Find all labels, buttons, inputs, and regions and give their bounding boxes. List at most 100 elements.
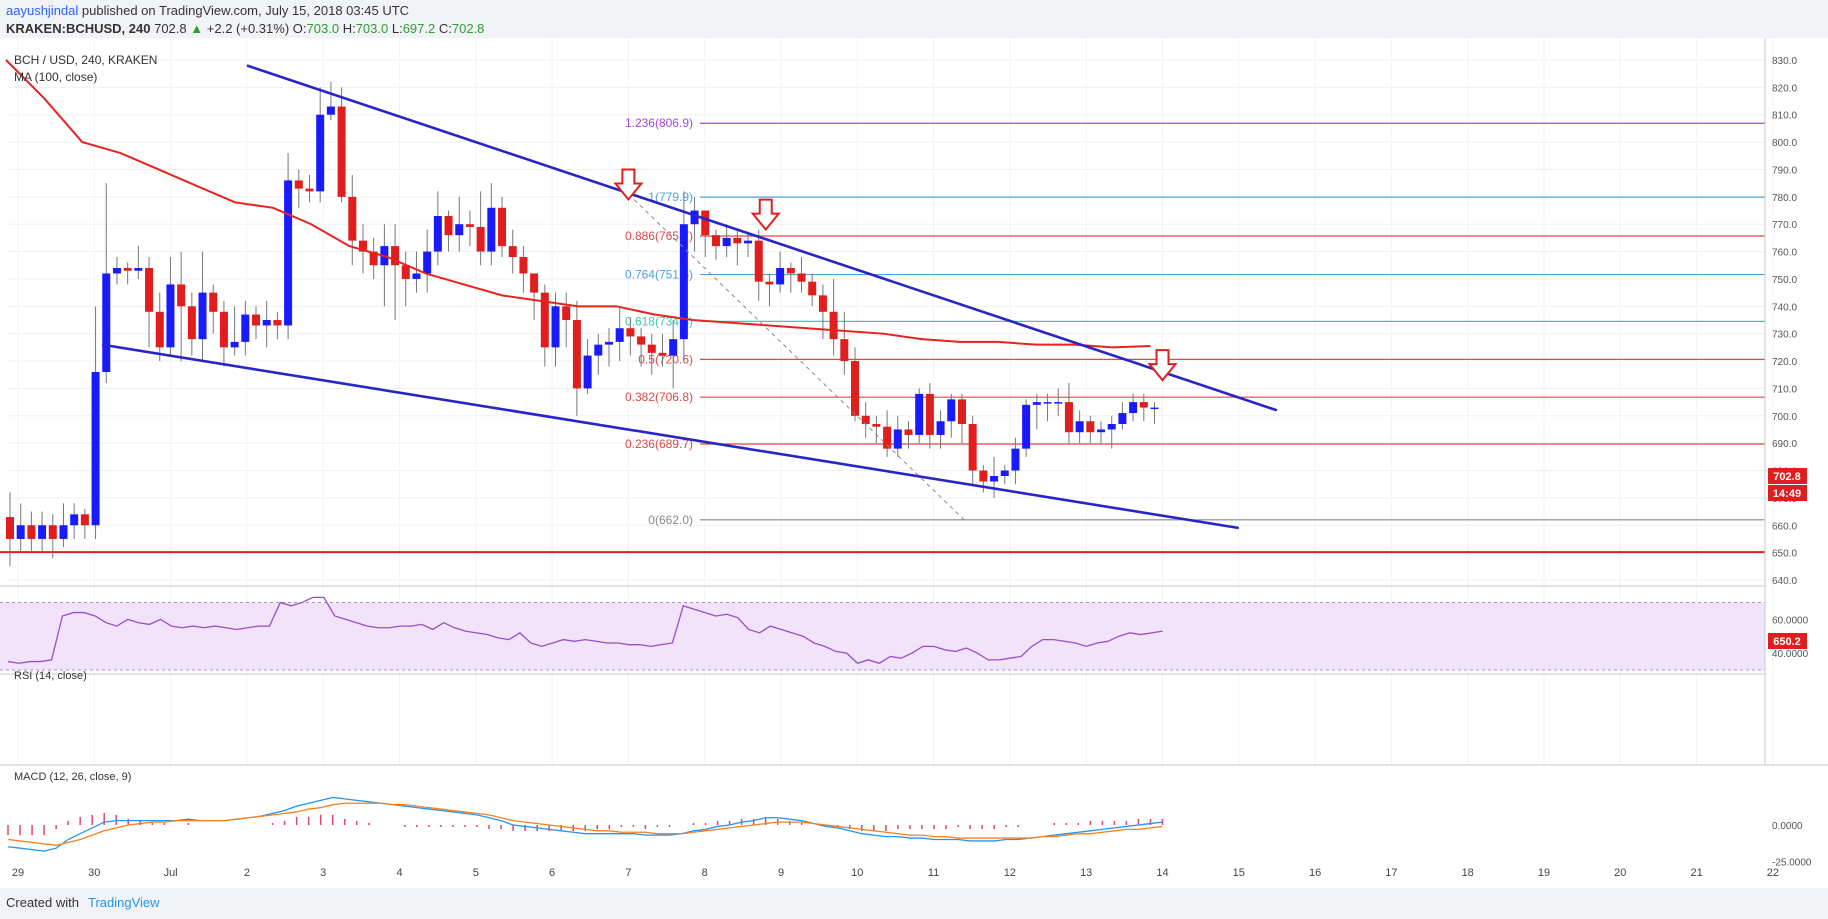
publish-line: aayushjindal published on TradingView.co…: [6, 3, 409, 18]
candle-body: [444, 216, 453, 236]
candle-body: [433, 216, 442, 252]
x-tick-label: 13: [1080, 867, 1092, 879]
rsi-band: [0, 602, 1765, 670]
candle-body: [262, 320, 271, 326]
high-value: 703.0: [355, 21, 389, 36]
candle-body: [102, 273, 111, 372]
candle-body: [786, 268, 795, 274]
y-tick-label: 820.0: [1772, 83, 1797, 94]
signal-line: [7, 802, 1163, 846]
candle-body: [348, 196, 357, 241]
fib-level-label: 0.764(751.6): [625, 268, 693, 282]
price-badge-bg: [1768, 468, 1807, 484]
fib-level-label: 0.382(706.8): [625, 390, 693, 404]
low-value: 697.2: [402, 21, 436, 36]
candle-body: [230, 341, 239, 348]
candle-body: [669, 339, 678, 356]
up-arrow-icon: ▲: [190, 21, 204, 36]
candle-body: [1064, 402, 1073, 433]
publish-info: published on TradingView.com, July 15, 2…: [81, 3, 410, 18]
ma-legend: MA (100, close): [14, 70, 97, 84]
candle-body: [187, 306, 196, 340]
down-arrow-icon: [1147, 349, 1178, 382]
candle-body: [48, 525, 57, 539]
candle-body: [765, 281, 774, 285]
candle-body: [1107, 424, 1116, 430]
candle-body: [915, 393, 924, 435]
down-arrow-icon: [613, 168, 644, 202]
y-tick-label: 720.0: [1772, 357, 1797, 368]
y-tick-label: 710.0: [1772, 384, 1797, 395]
candle-body: [112, 268, 121, 274]
y-tick-label: 780.0: [1772, 193, 1797, 204]
candle-body: [733, 237, 742, 244]
y-tick-label: 650.0: [1772, 549, 1797, 560]
open-label: O:: [292, 21, 307, 36]
candle-body: [412, 273, 421, 279]
candle-body: [679, 224, 688, 340]
candle-body: [241, 314, 250, 342]
candle-body: [572, 320, 581, 389]
candle-body: [508, 246, 517, 258]
y-tick-label: 800.0: [1772, 138, 1797, 149]
candle-body: [305, 188, 314, 192]
candle-body: [904, 429, 913, 435]
candle-body: [1000, 470, 1009, 476]
x-tick-label: 21: [1690, 867, 1702, 879]
price-change: +2.2 (+0.31%): [206, 21, 290, 36]
candle-body: [711, 235, 720, 247]
macd-line: [7, 796, 1163, 852]
fib-connector: [628, 193, 965, 521]
candle-body: [893, 429, 902, 449]
tradingview-link[interactable]: TradingView: [88, 895, 160, 910]
x-tick-label: 4: [396, 867, 402, 879]
author-link[interactable]: aayushjindal: [6, 3, 79, 18]
y-tick-label: 660.0: [1772, 521, 1797, 532]
candle-body: [219, 311, 228, 348]
high-label: H:: [342, 21, 356, 36]
candle-body: [498, 207, 507, 247]
candle-body: [861, 415, 870, 424]
close-value: 702.8: [451, 21, 485, 36]
fib-level-label: 0.886(765.7): [625, 229, 693, 243]
y-tick-label: 640.0: [1772, 576, 1797, 587]
candle-body: [209, 292, 218, 312]
candle-body: [6, 517, 14, 539]
candle-body: [979, 470, 988, 482]
low-label: L:: [391, 21, 403, 36]
x-tick-label: 18: [1462, 867, 1474, 879]
x-tick-label: 29: [12, 867, 24, 879]
candle-body: [316, 114, 325, 192]
candle-body: [1150, 407, 1159, 410]
candle-body: [38, 525, 47, 539]
x-tick-label: 19: [1538, 867, 1550, 879]
candle-body: [1075, 421, 1084, 433]
candle-body: [252, 314, 261, 326]
x-tick-label: Jul: [164, 867, 178, 879]
candle-body: [626, 328, 635, 337]
x-tick-label: 11: [928, 867, 939, 879]
candle-body: [744, 240, 753, 244]
candle-body: [519, 257, 528, 274]
fib-level-label: 0.236(689.7): [625, 437, 693, 451]
candle-body: [925, 393, 934, 435]
candle-body: [594, 344, 603, 356]
candle-body: [369, 251, 378, 266]
chart-area[interactable]: 1.236(806.9) 1(779.9) 0.886(765.7) 0.764(75…: [0, 38, 1828, 888]
fib-level-label: 0(662.0): [648, 513, 693, 527]
x-tick-label: 22: [1767, 867, 1779, 879]
ohlc-line: KRAKEN:BCHUSD, 240 702.8 ▲ +2.2 (+0.31%)…: [6, 21, 484, 36]
x-tick-label: 10: [851, 867, 863, 879]
ma-line: [5, 59, 1151, 349]
x-tick-label: 16: [1309, 867, 1321, 879]
candle-body: [16, 525, 25, 539]
candle-body: [530, 273, 539, 293]
y-tick-label: 770.0: [1772, 220, 1797, 231]
macd-tick-label: -25.0000: [1772, 857, 1812, 868]
x-tick-label: 9: [778, 867, 784, 879]
candle-body: [70, 514, 79, 526]
candle-body: [80, 514, 89, 526]
candle-body: [990, 476, 999, 482]
down-arrow-icon: [750, 198, 781, 232]
candle-body: [583, 355, 592, 389]
